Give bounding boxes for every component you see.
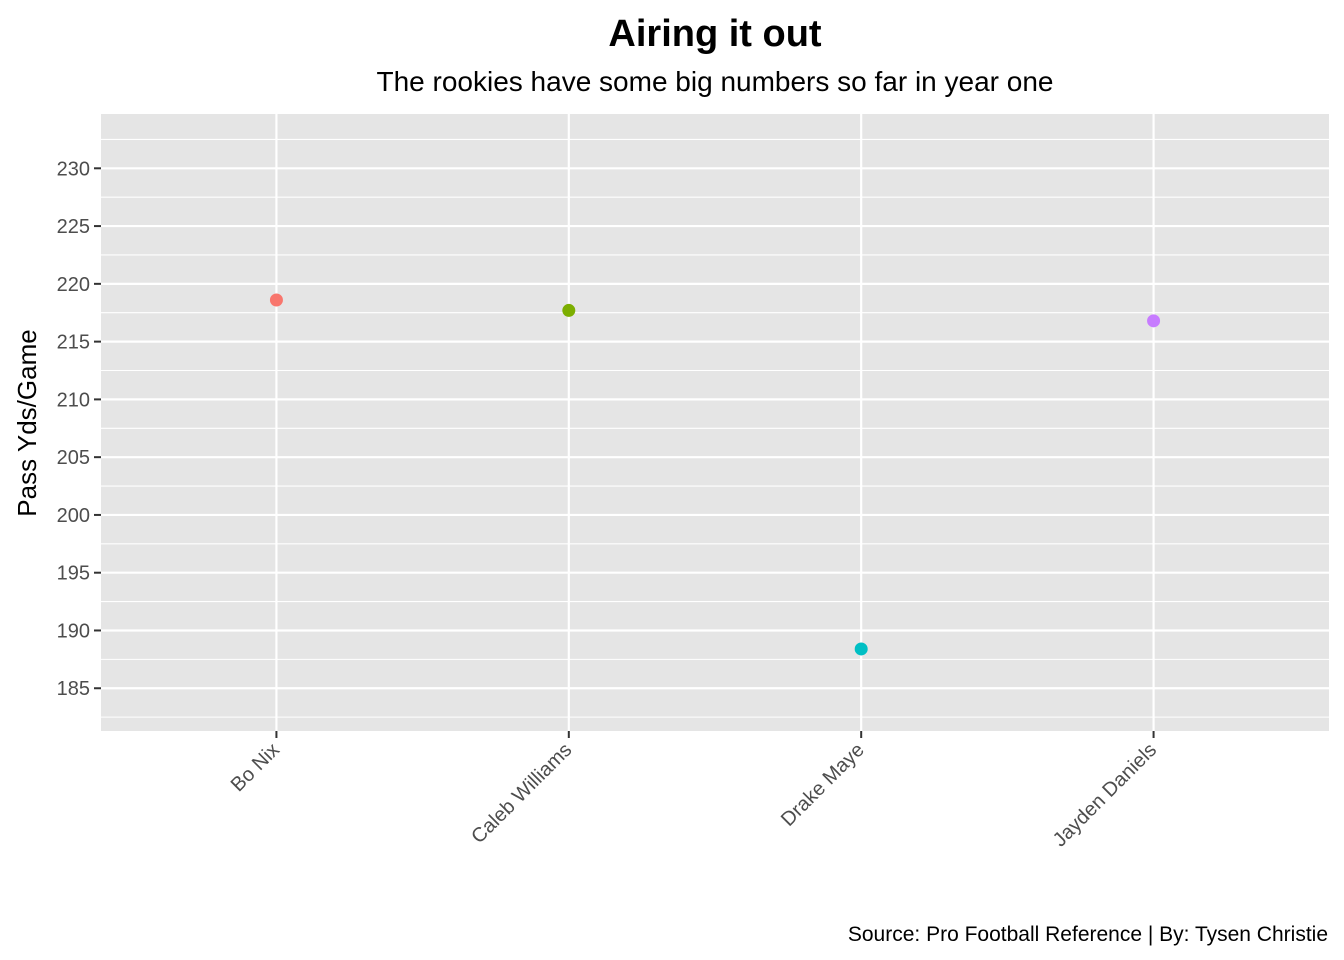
data-points bbox=[269, 293, 1161, 656]
y-tick-label: 205 bbox=[57, 447, 90, 469]
chart-title: Airing it out bbox=[608, 13, 822, 55]
y-axis: 185 190 195 200 205 210 215 220 225 230 bbox=[57, 158, 101, 700]
x-tick-label: Jayden Daniels bbox=[1049, 739, 1161, 851]
x-tick-label: Bo Nix bbox=[227, 739, 284, 796]
chart-subtitle: The rookies have some big numbers so far… bbox=[376, 66, 1053, 97]
y-tick-label: 230 bbox=[57, 158, 90, 180]
major-gridlines bbox=[101, 114, 1329, 731]
y-tick-label: 225 bbox=[57, 216, 90, 238]
data-point bbox=[854, 642, 868, 656]
y-tick-label: 215 bbox=[57, 332, 90, 354]
data-point bbox=[269, 293, 283, 307]
y-tick-label: 190 bbox=[57, 620, 90, 642]
minor-gridlines bbox=[101, 138, 1329, 718]
x-axis: Bo Nix Caleb Williams Drake Maye Jayden Dan… bbox=[227, 731, 1161, 851]
y-axis-title: Pass Yds/Game bbox=[12, 329, 42, 516]
chart-caption: Source: Pro Football Reference | By: Tys… bbox=[848, 923, 1328, 946]
data-point bbox=[1147, 314, 1161, 328]
y-tick-label: 195 bbox=[57, 563, 90, 585]
x-tick-label: Caleb Williams bbox=[467, 739, 576, 848]
x-tick-label: Drake Maye bbox=[777, 739, 869, 831]
plot-panel bbox=[101, 114, 1329, 731]
y-tick-label: 220 bbox=[57, 274, 90, 296]
y-tick-label: 210 bbox=[57, 389, 90, 411]
data-point bbox=[562, 303, 576, 317]
y-tick-label: 185 bbox=[57, 678, 90, 700]
y-tick-label: 200 bbox=[57, 505, 90, 527]
